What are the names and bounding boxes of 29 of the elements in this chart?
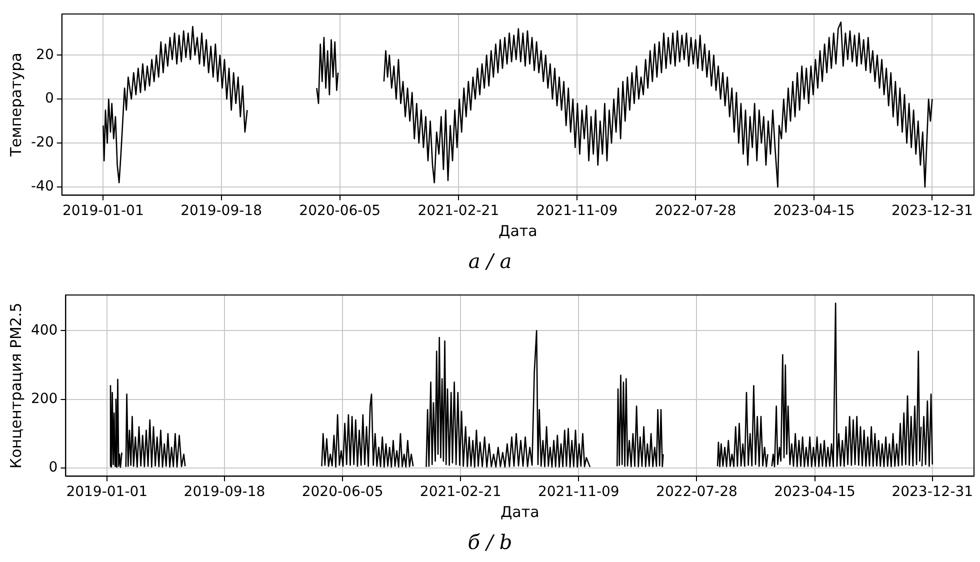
text: а / a xyxy=(467,248,513,275)
x-tick-label: 2022-07-28 xyxy=(654,203,736,220)
x-tick-label: 2021-11-09 xyxy=(536,203,618,220)
y-tick-label: 20 xyxy=(36,46,54,63)
x-tick-label: 2023-04-15 xyxy=(774,484,856,500)
x-tick-label: 2019-01-01 xyxy=(62,203,144,220)
x-tick-label: 2021-02-21 xyxy=(418,203,500,220)
x-tick-label: 2023-12-31 xyxy=(892,484,974,500)
y-axis-title: Концентрация PM2.5 xyxy=(6,302,25,469)
y-tick-label: -20 xyxy=(30,134,54,151)
x-tick-label: 2019-09-18 xyxy=(184,484,266,500)
y-tick-label: 0 xyxy=(48,460,58,476)
x-tick-label: 2021-02-21 xyxy=(420,484,502,500)
x-tick-label: 2019-01-01 xyxy=(66,484,148,500)
x-tick-label: 2020-06-05 xyxy=(299,203,381,220)
y-axis-title: Температура xyxy=(6,52,25,158)
x-tick-label: 2019-09-18 xyxy=(180,203,262,220)
x-tick-label: 2023-04-15 xyxy=(773,203,855,220)
x-tick-label: 2023-12-31 xyxy=(892,203,973,220)
x-axis-title: Дата xyxy=(500,502,540,521)
y-tick-label: 0 xyxy=(44,90,54,107)
x-axis-title: Дата xyxy=(498,222,538,240)
text: б / b xyxy=(466,529,514,556)
y-tick-label: 200 xyxy=(30,390,58,407)
y-tick-label: -40 xyxy=(30,178,54,195)
x-tick-label: 2022-07-28 xyxy=(656,484,738,500)
x-tick-label: 2020-06-05 xyxy=(302,484,384,500)
x-tick-label: 2021-11-09 xyxy=(538,484,620,500)
y-tick-label: 400 xyxy=(30,322,58,338)
